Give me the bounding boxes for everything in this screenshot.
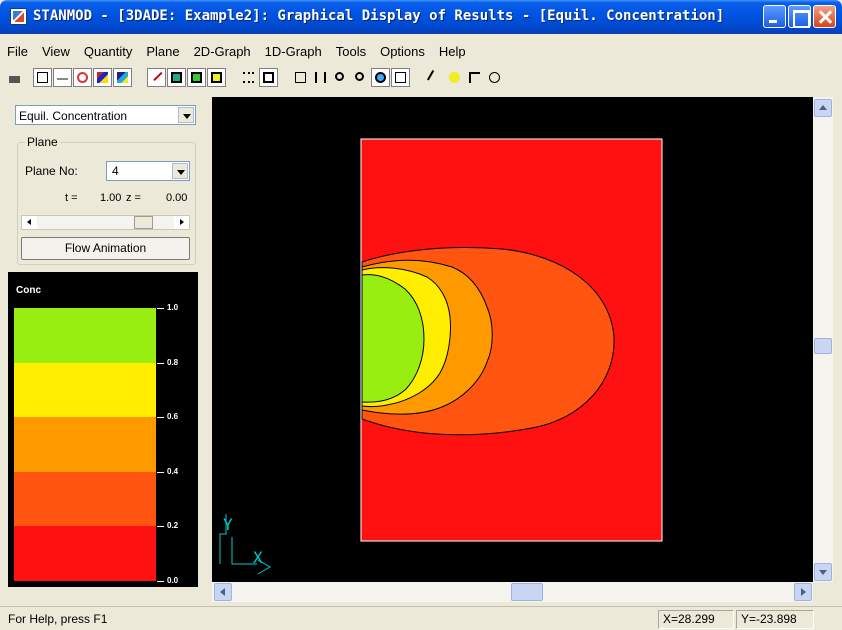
- axis-x-line: [231, 537, 257, 565]
- zoom-all-icon[interactable]: [391, 68, 410, 87]
- legend-tick: [157, 362, 164, 364]
- window-title: STANMOD - [3DADE: Example2]: Graphical D…: [33, 8, 725, 24]
- time-value: 1.00: [100, 192, 122, 204]
- quantity-value: Equil. Concentration: [19, 109, 128, 123]
- legend-tick: [157, 581, 164, 582]
- status-help-text: For Help, press F1: [8, 612, 108, 626]
- axis-y-line: [219, 514, 227, 564]
- vertical-scroll-thumb[interactable]: [814, 338, 832, 354]
- slider-left-icon[interactable]: [22, 216, 37, 229]
- menu-1d-graph[interactable]: 1D-Graph: [264, 44, 322, 59]
- legend-tick-label: 1.0: [167, 303, 179, 312]
- legend-tick: [157, 471, 164, 473]
- plot-canvas[interactable]: Y X: [212, 97, 813, 582]
- legend-tick: [157, 308, 164, 309]
- toolbar: [0, 65, 842, 93]
- time-slider[interactable]: [21, 215, 190, 230]
- plane-group: Plane Plane No: 4 t = 1.00 z = 0.00 Flow…: [17, 135, 196, 265]
- menu-options[interactable]: Options: [380, 44, 425, 59]
- contour-icon[interactable]: [73, 68, 92, 87]
- horizontal-scroll-thumb[interactable]: [511, 583, 543, 601]
- zoom-out-icon[interactable]: [331, 68, 350, 87]
- y-coordinate: Y=-23.898: [736, 610, 814, 629]
- time-label: t =: [65, 192, 78, 204]
- color-map-icon[interactable]: [113, 68, 132, 87]
- axis-x-arrow: [257, 559, 271, 575]
- plane-xy-icon[interactable]: [207, 68, 226, 87]
- slider-right-icon[interactable]: [174, 216, 189, 229]
- axis-x-label: X: [253, 548, 263, 567]
- quantity-dropdown[interactable]: Equil. Concentration: [15, 105, 196, 125]
- plane-group-label: Plane: [25, 135, 60, 149]
- legend-tick-label: 0.8: [167, 357, 179, 367]
- menu-quantity[interactable]: Quantity: [83, 44, 133, 59]
- chevron-down-icon[interactable]: [178, 107, 194, 123]
- plane-xz-icon[interactable]: [167, 68, 186, 87]
- help-icon[interactable]: [445, 68, 464, 87]
- legend-title: Conc: [16, 285, 41, 296]
- plane-yz-icon[interactable]: [187, 68, 206, 87]
- x-coordinate: X=28.299: [658, 610, 734, 629]
- status-bar: For Help, press F1 X=28.299 Y=-23.898: [0, 606, 842, 630]
- menu-file[interactable]: File: [7, 44, 28, 59]
- legend-tick-label: 0.4: [167, 466, 179, 476]
- maximize-button[interactable]: [788, 5, 811, 28]
- menu-2d-graph[interactable]: 2D-Graph: [193, 44, 251, 59]
- z-label: z =: [126, 192, 141, 204]
- pan-icon[interactable]: [311, 68, 330, 87]
- slider-thumb[interactable]: [134, 216, 154, 229]
- print-icon[interactable]: [5, 68, 24, 87]
- legend-tick-label: 0.0: [167, 576, 179, 585]
- menu-plane[interactable]: Plane: [146, 44, 180, 59]
- minimize-button[interactable]: [763, 5, 786, 28]
- scroll-right-icon[interactable]: [794, 583, 812, 601]
- legend-tick: [157, 526, 164, 528]
- title-bar[interactable]: STANMOD - [3DADE: Example2]: Graphical D…: [0, 0, 842, 34]
- color-legend: Conc 1.0 0.8 0.6 0.4 0.2 0.0: [8, 272, 198, 587]
- velocity-icon[interactable]: [147, 68, 166, 87]
- zoom-window-icon[interactable]: [371, 68, 390, 87]
- control-panel: Equil. Concentration Plane Plane No: 4 t…: [11, 97, 206, 587]
- flow-animation-button[interactable]: Flow Animation: [21, 237, 190, 260]
- zoom-in-icon[interactable]: [351, 68, 370, 87]
- axis-y-label: Y: [223, 515, 233, 534]
- filled-contour-icon[interactable]: [93, 68, 112, 87]
- arrow-icon[interactable]: [53, 68, 72, 87]
- legend-tick: [157, 417, 164, 419]
- z-value: 0.00: [166, 192, 188, 204]
- legend-band: [14, 526, 156, 581]
- legend-band: [14, 362, 156, 418]
- scrollbar-corner: [813, 582, 833, 602]
- close-button[interactable]: [813, 5, 836, 28]
- chevron-down-icon[interactable]: [172, 163, 188, 179]
- legend-tick-label: 0.6: [167, 412, 179, 422]
- legend-band: [14, 417, 156, 472]
- legend-band: [14, 308, 156, 363]
- horizontal-scrollbar[interactable]: [212, 582, 813, 602]
- app-icon[interactable]: [10, 8, 27, 25]
- contour-plot: Y X: [219, 138, 663, 575]
- scroll-down-icon[interactable]: [814, 563, 832, 581]
- zoom-extent-icon[interactable]: [291, 68, 310, 87]
- menu-bar: File View Quantity Plane 2D-Graph 1D-Gra…: [0, 42, 473, 62]
- frame-icon[interactable]: [259, 68, 278, 87]
- context-help-icon[interactable]: [465, 68, 484, 87]
- legend-tick-label: 0.2: [167, 521, 179, 531]
- plane-no-value: 4: [112, 164, 119, 178]
- menu-help[interactable]: Help: [438, 44, 466, 59]
- copyright-icon[interactable]: [485, 68, 504, 87]
- legend-band: [14, 471, 156, 527]
- scroll-left-icon[interactable]: [214, 583, 232, 601]
- plane-no-dropdown[interactable]: 4: [106, 161, 190, 181]
- menu-view[interactable]: View: [41, 44, 70, 59]
- menu-tools[interactable]: Tools: [335, 44, 367, 59]
- pencil-icon[interactable]: [425, 68, 444, 87]
- vertical-scrollbar[interactable]: [813, 97, 833, 582]
- grid-dots-icon[interactable]: [239, 68, 258, 87]
- scroll-up-icon[interactable]: [814, 99, 832, 117]
- contour-band-0-8: [361, 274, 425, 403]
- plane-no-label: Plane No:: [25, 164, 78, 178]
- text-icon[interactable]: [33, 68, 52, 87]
